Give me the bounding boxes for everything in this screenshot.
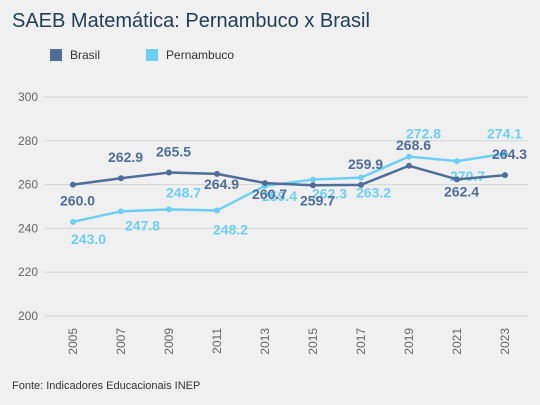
- x-tick-label-2015: 2015: [306, 328, 320, 355]
- x-tick-label-2019: 2019: [402, 328, 416, 355]
- data-label-brasil-2011: 264.9: [204, 176, 239, 192]
- point-pernambuco-2019: [406, 153, 412, 160]
- data-label-pernambuco-2017: 263.2: [356, 185, 391, 201]
- data-label-pernambuco-2007: 247.8: [125, 217, 160, 233]
- point-pernambuco-2021: [454, 158, 460, 165]
- legend: Brasil Pernambuco: [50, 48, 280, 62]
- legend-swatch-brasil: [50, 49, 62, 61]
- data-label-brasil-2017: 259.9: [348, 156, 383, 172]
- x-tick-label-2023: 2023: [498, 328, 512, 355]
- point-brasil-2009: [166, 169, 172, 176]
- series-line-pernambuco: [72, 152, 506, 224]
- data-label-pernambuco-2013: 259.4: [262, 188, 297, 204]
- point-brasil-2015: [310, 182, 316, 189]
- point-brasil-2007: [118, 175, 124, 182]
- point-pernambuco-2023: [502, 150, 508, 157]
- y-tick-label-280: 280: [18, 134, 38, 148]
- y-tick-label-240: 240: [18, 221, 38, 235]
- point-pernambuco-2009: [166, 206, 172, 213]
- data-label-pernambuco-2015: 262.3: [312, 186, 347, 202]
- legend-label-brasil: Brasil: [70, 48, 101, 62]
- point-pernambuco-2011: [214, 207, 220, 214]
- data-label-pernambuco-2023: 274.1: [487, 126, 522, 142]
- legend-label-pernambuco: Pernambuco: [166, 48, 235, 62]
- data-label-pernambuco-2011: 248.2: [213, 221, 248, 237]
- data-label-pernambuco-2019: 272.8: [406, 126, 441, 142]
- data-label-brasil-2013: 260.7: [252, 186, 287, 202]
- x-tick-label-2021: 2021: [450, 328, 464, 355]
- point-pernambuco-2017: [358, 174, 364, 181]
- source-note: Fonte: Indicadores Educacionais INEP: [12, 380, 201, 392]
- data-label-brasil-2023: 264.3: [492, 146, 527, 162]
- legend-item-pernambuco: Pernambuco: [146, 48, 234, 62]
- point-brasil-2005: [70, 181, 76, 188]
- point-brasil-2017: [358, 181, 364, 188]
- x-tick-label-2013: 2013: [258, 328, 272, 355]
- data-label-brasil-2007: 262.9: [108, 149, 143, 165]
- point-pernambuco-2015: [310, 176, 316, 183]
- x-tick-label-2009: 2009: [162, 328, 176, 355]
- point-pernambuco-2007: [118, 208, 124, 215]
- data-label-pernambuco-2005: 243.0: [71, 231, 106, 247]
- point-brasil-2013: [262, 180, 268, 187]
- y-tick-label-220: 220: [18, 265, 38, 279]
- data-label-brasil-2019: 268.6: [396, 137, 431, 153]
- y-tick-label-300: 300: [18, 90, 38, 104]
- chart-title: SAEB Matemática: Pernambuco x Brasil: [12, 10, 370, 32]
- y-tick-label-200: 200: [18, 309, 38, 323]
- data-label-brasil-2015: 259.7: [300, 192, 335, 208]
- data-label-brasil-2009: 265.5: [156, 144, 191, 160]
- point-brasil-2021: [454, 176, 460, 183]
- data-label-pernambuco-2009: 248.7: [166, 184, 201, 200]
- x-tick-label-2017: 2017: [354, 328, 368, 355]
- y-tick-label-260: 260: [18, 178, 38, 192]
- point-brasil-2023: [502, 172, 508, 179]
- legend-swatch-pernambuco: [146, 49, 159, 61]
- x-tick-label-2005: 2005: [66, 328, 80, 355]
- point-pernambuco-2005: [70, 218, 76, 225]
- data-label-brasil-2005: 260.0: [60, 193, 95, 209]
- point-brasil-2011: [214, 170, 220, 177]
- x-tick-label-2007: 2007: [114, 328, 128, 355]
- legend-item-brasil: Brasil: [50, 48, 100, 62]
- x-tick-label-2011: 2011: [210, 328, 224, 354]
- data-label-brasil-2021: 262.4: [444, 183, 479, 199]
- series-line-brasil: [72, 164, 506, 187]
- point-brasil-2019: [406, 162, 412, 169]
